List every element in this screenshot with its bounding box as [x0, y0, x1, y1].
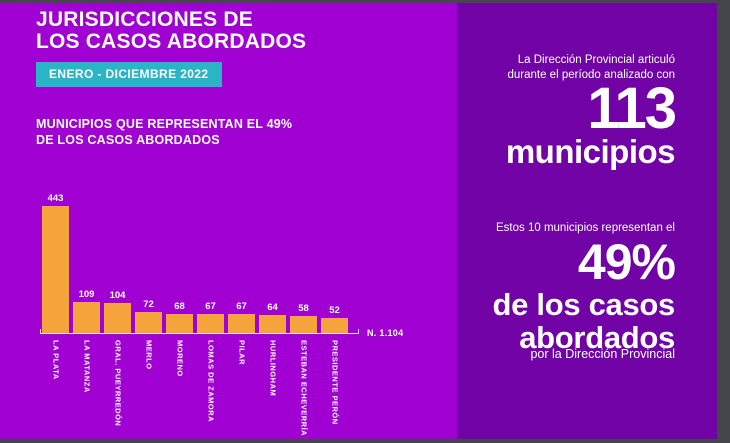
- percentage-value: 49%: [577, 234, 676, 290]
- bar-column: 68: [166, 301, 193, 333]
- bar: [321, 318, 348, 333]
- bar-category-label: LOMAS DE ZAMORA: [197, 340, 224, 422]
- bar: [166, 314, 193, 333]
- bar-column: 64: [259, 302, 286, 333]
- bar-category-label: MERLO: [135, 340, 162, 370]
- bar-category-label: PILAR: [228, 340, 255, 365]
- bar-category-label: ESTEBAN ECHEVERRÍA: [290, 340, 317, 436]
- bar-category-text: PILAR: [237, 340, 247, 365]
- page-title: JURISDICCIONES DE LOS CASOS ABORDADOS: [36, 9, 306, 52]
- bar-value-label: 68: [174, 301, 185, 312]
- page-title-line1: JURISDICCIONES DE: [36, 8, 253, 31]
- bar: [73, 302, 100, 333]
- bar-category-text: HURLINGHAM: [268, 340, 278, 397]
- summary-intro-line1: La Dirección Provincial articuló: [517, 54, 675, 66]
- bar-column: 52: [321, 305, 348, 333]
- percentage-label-line1: de los casos: [492, 287, 676, 322]
- bar-category-label: LA PLATA: [42, 340, 69, 380]
- bar-value-label: 109: [78, 289, 95, 300]
- percentage-label: de los casos abordados: [493, 288, 676, 354]
- percentage-label-line2: abordados: [519, 320, 675, 355]
- bar-column: 104: [104, 290, 131, 333]
- summary-intro-line2: durante el período analizado con: [507, 69, 675, 81]
- x-axis-line: [40, 329, 359, 334]
- summary-intro: La Dirección Provincial articuló durante…: [507, 53, 675, 83]
- bar-value-label: 52: [329, 305, 340, 316]
- bar-category-label: MORENO: [166, 340, 193, 377]
- bar-chart: N. 1.104 443 LA PLATA 109 LA MATANZA 104 GRAL…: [0, 3, 457, 439]
- bar: [290, 316, 317, 333]
- chart-panel: JURISDICCIONES DE LOS CASOS ABORDADOS EN…: [0, 3, 457, 439]
- bar-column: 67: [228, 301, 255, 333]
- bar-value-label: 64: [267, 302, 278, 313]
- bar: [197, 314, 224, 333]
- chart-subtitle-line2: DE LOS CASOS ABORDADOS: [36, 133, 220, 147]
- municipality-count: 113: [587, 76, 677, 141]
- bar-category-text: MERLO: [144, 340, 154, 370]
- bar: [42, 206, 69, 333]
- chart-subtitle: MUNICIPIOS QUE REPRESENTAN EL 49% DE LOS…: [36, 116, 292, 148]
- bar-category-text: LA MATANZA: [82, 340, 92, 393]
- bar-value-label: 67: [236, 301, 247, 312]
- chart-subtitle-line1: MUNICIPIOS QUE REPRESENTAN EL 49%: [36, 117, 293, 131]
- bar-value-label: 58: [298, 303, 309, 314]
- bar-category-text: MORENO: [175, 340, 185, 377]
- bar-category-label: GRAL. PUEYRREDÓN: [104, 340, 131, 426]
- bar: [228, 314, 255, 333]
- bar-category-label: HURLINGHAM: [259, 340, 286, 396]
- bar-category-label: LA MATANZA: [73, 340, 100, 393]
- period-badge: ENERO - DICIEMBRE 2022: [36, 62, 222, 87]
- bar-category-text: LA PLATA: [51, 340, 61, 380]
- bar-column: 443: [42, 193, 69, 333]
- bar-column: 58: [290, 303, 317, 333]
- bar-value-label: 104: [109, 290, 126, 301]
- bar-value-label: 443: [47, 193, 64, 204]
- municipality-count-label: municipios: [505, 133, 676, 170]
- bar: [135, 312, 162, 333]
- bar-value-label: 67: [205, 301, 216, 312]
- summary-footnote: por la Dirección Provincial: [530, 347, 675, 361]
- bar-value-label: 72: [143, 299, 154, 310]
- bar-category-text: ESTEBAN ECHEVERRÍA: [299, 340, 309, 437]
- bar: [259, 315, 286, 333]
- bar-category-text: LOMAS DE ZAMORA: [206, 340, 216, 423]
- bar-column: 67: [197, 301, 224, 333]
- page-title-line2: LOS CASOS ABORDADOS: [36, 29, 307, 53]
- infographic: JURISDICCIONES DE LOS CASOS ABORDADOS EN…: [0, 3, 717, 439]
- bar-column: 72: [135, 299, 162, 333]
- total-note: N. 1.104: [367, 328, 404, 338]
- bar-category-text: GRAL. PUEYRREDÓN: [113, 340, 123, 427]
- bar-category-text: PRESIDENTE PERÓN: [330, 340, 340, 425]
- percentage-intro: Estos 10 municipios representan el: [496, 222, 675, 234]
- bar-category-label: PRESIDENTE PERÓN: [321, 340, 348, 425]
- bar: [104, 303, 131, 333]
- summary-panel: La Dirección Provincial articuló durante…: [457, 3, 717, 439]
- bar-column: 109: [73, 289, 100, 333]
